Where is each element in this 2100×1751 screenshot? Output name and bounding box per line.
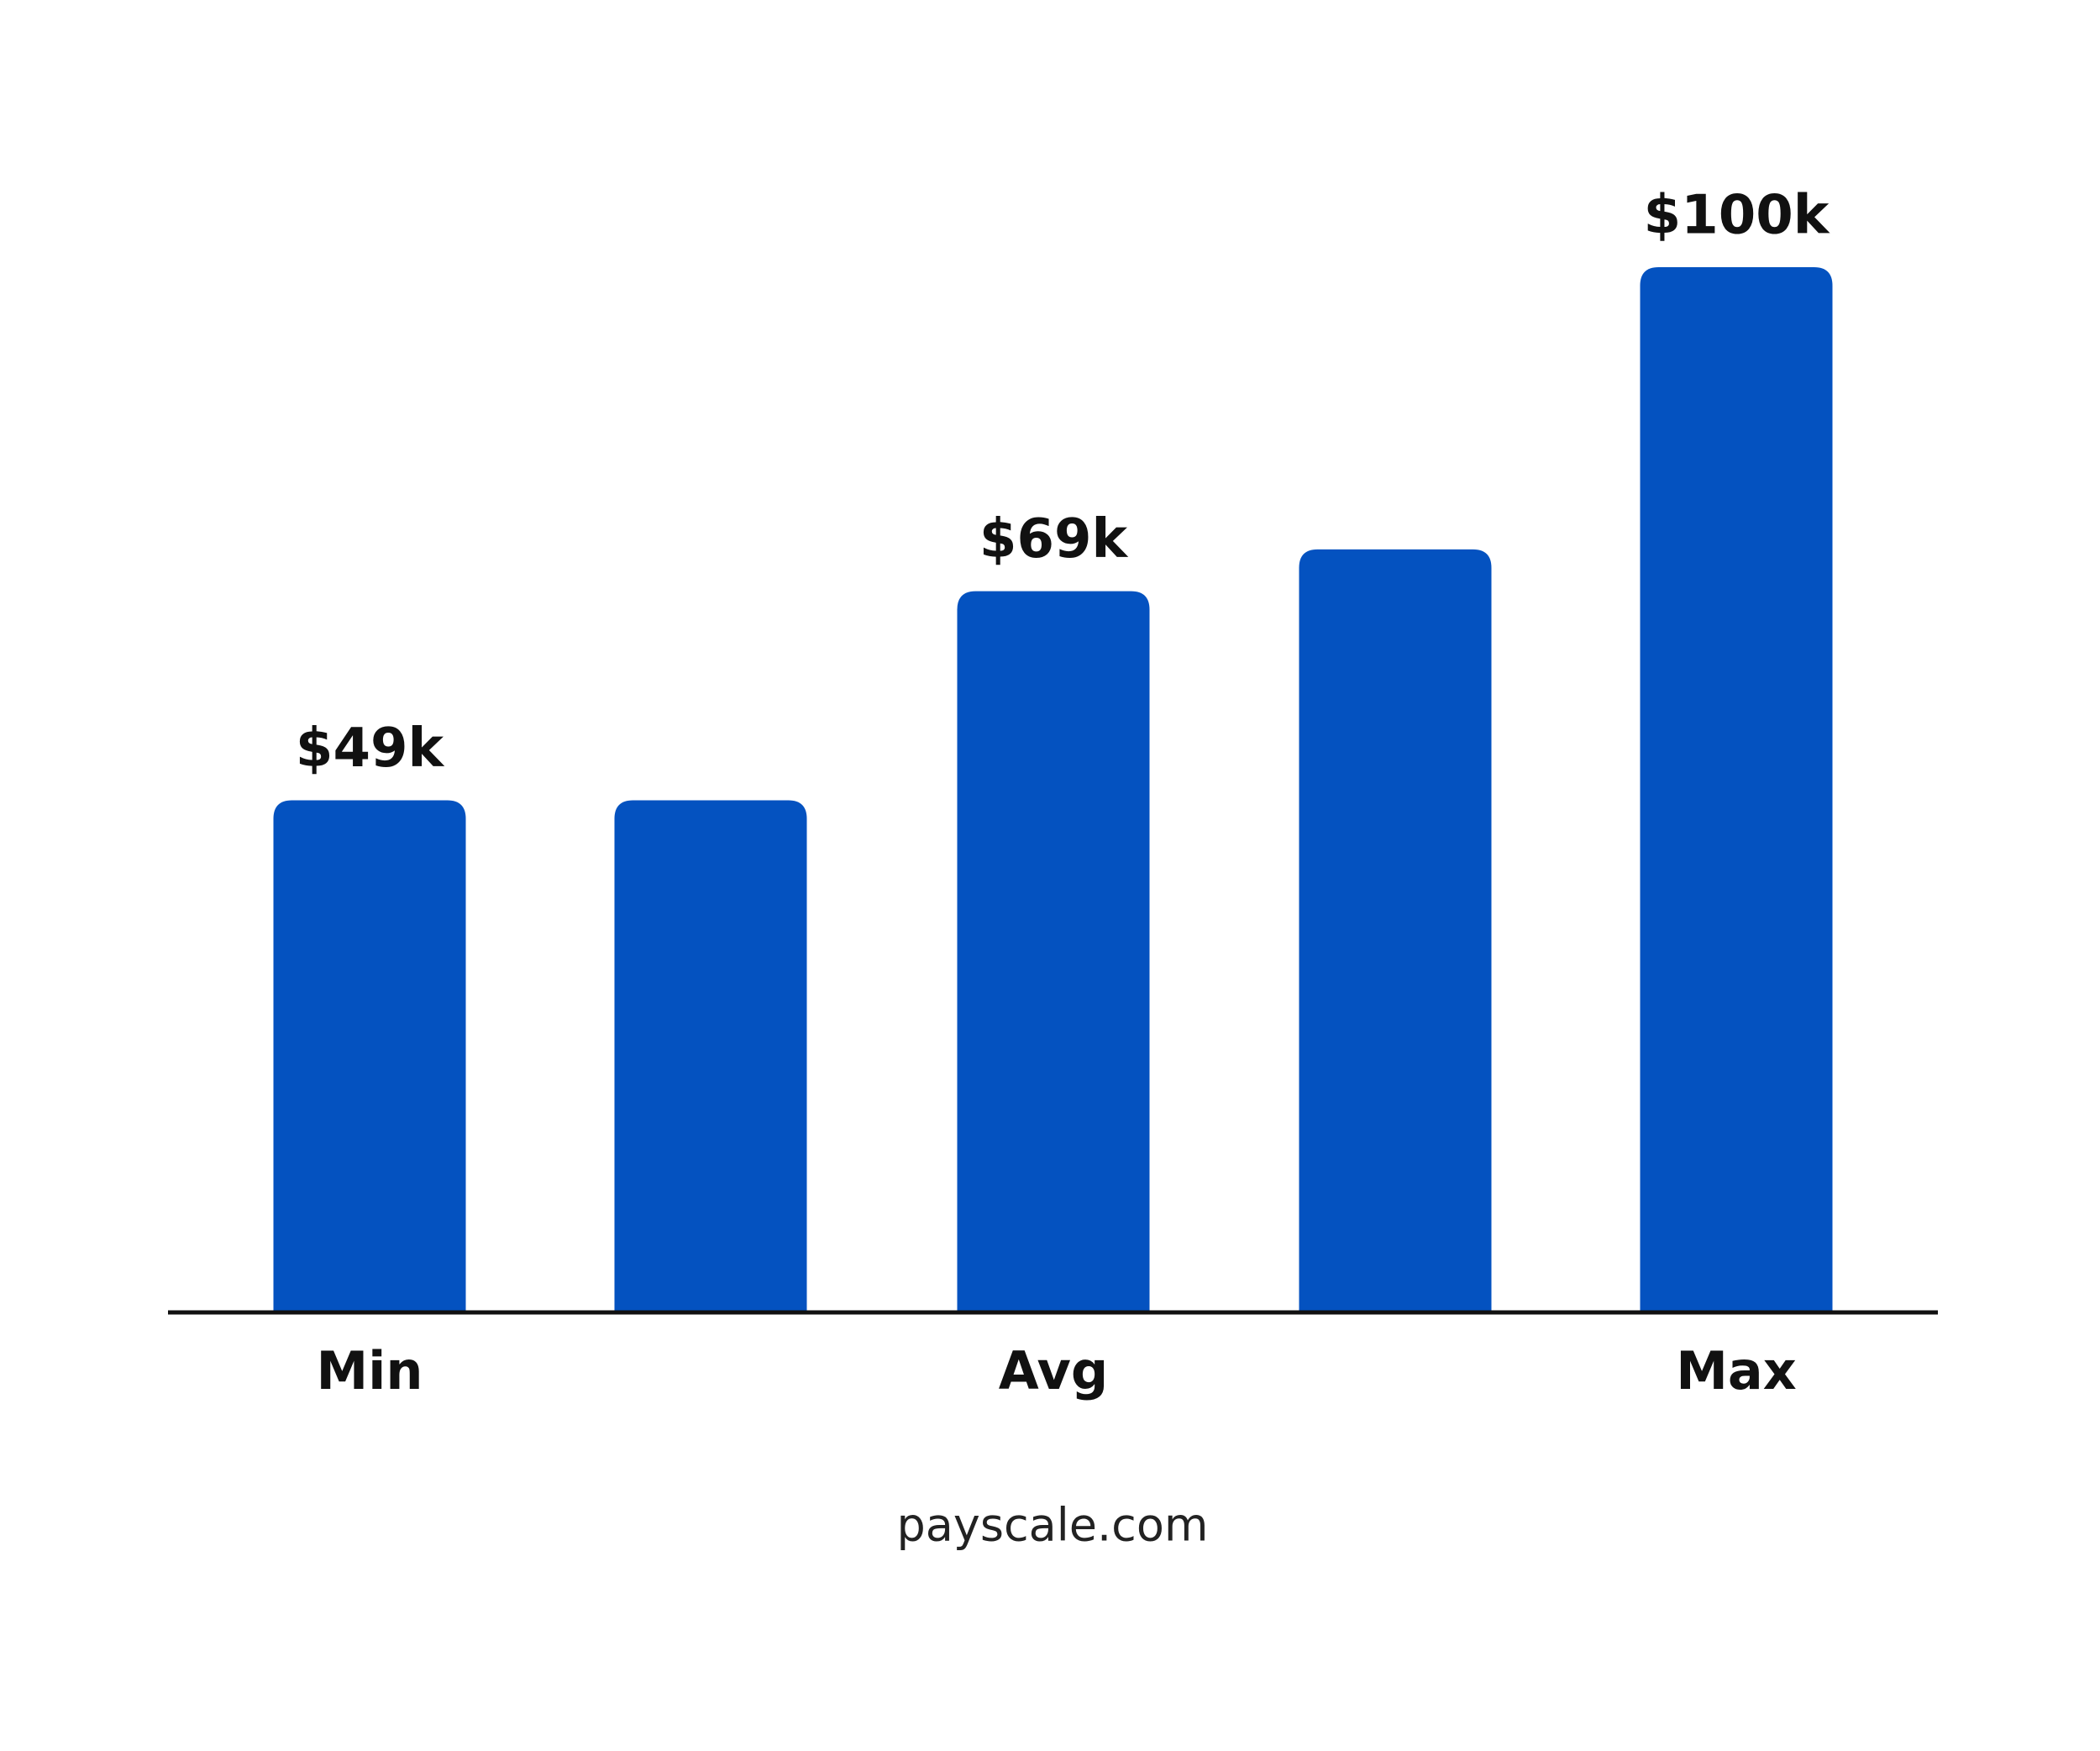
- x-tick-label: Min: [316, 1340, 423, 1401]
- value-label: $69k: [979, 508, 1129, 571]
- value-label: $100k: [1644, 185, 1830, 247]
- value-label: $49k: [296, 718, 445, 780]
- bar: [957, 591, 1150, 1312]
- bar: [273, 800, 466, 1312]
- bar: [1299, 549, 1492, 1312]
- source: payscale.com: [897, 1499, 1209, 1552]
- x-tick-label: Avg: [999, 1340, 1109, 1401]
- bar: [614, 800, 807, 1312]
- bar: [1640, 267, 1833, 1312]
- x-tick-label: Max: [1676, 1340, 1797, 1401]
